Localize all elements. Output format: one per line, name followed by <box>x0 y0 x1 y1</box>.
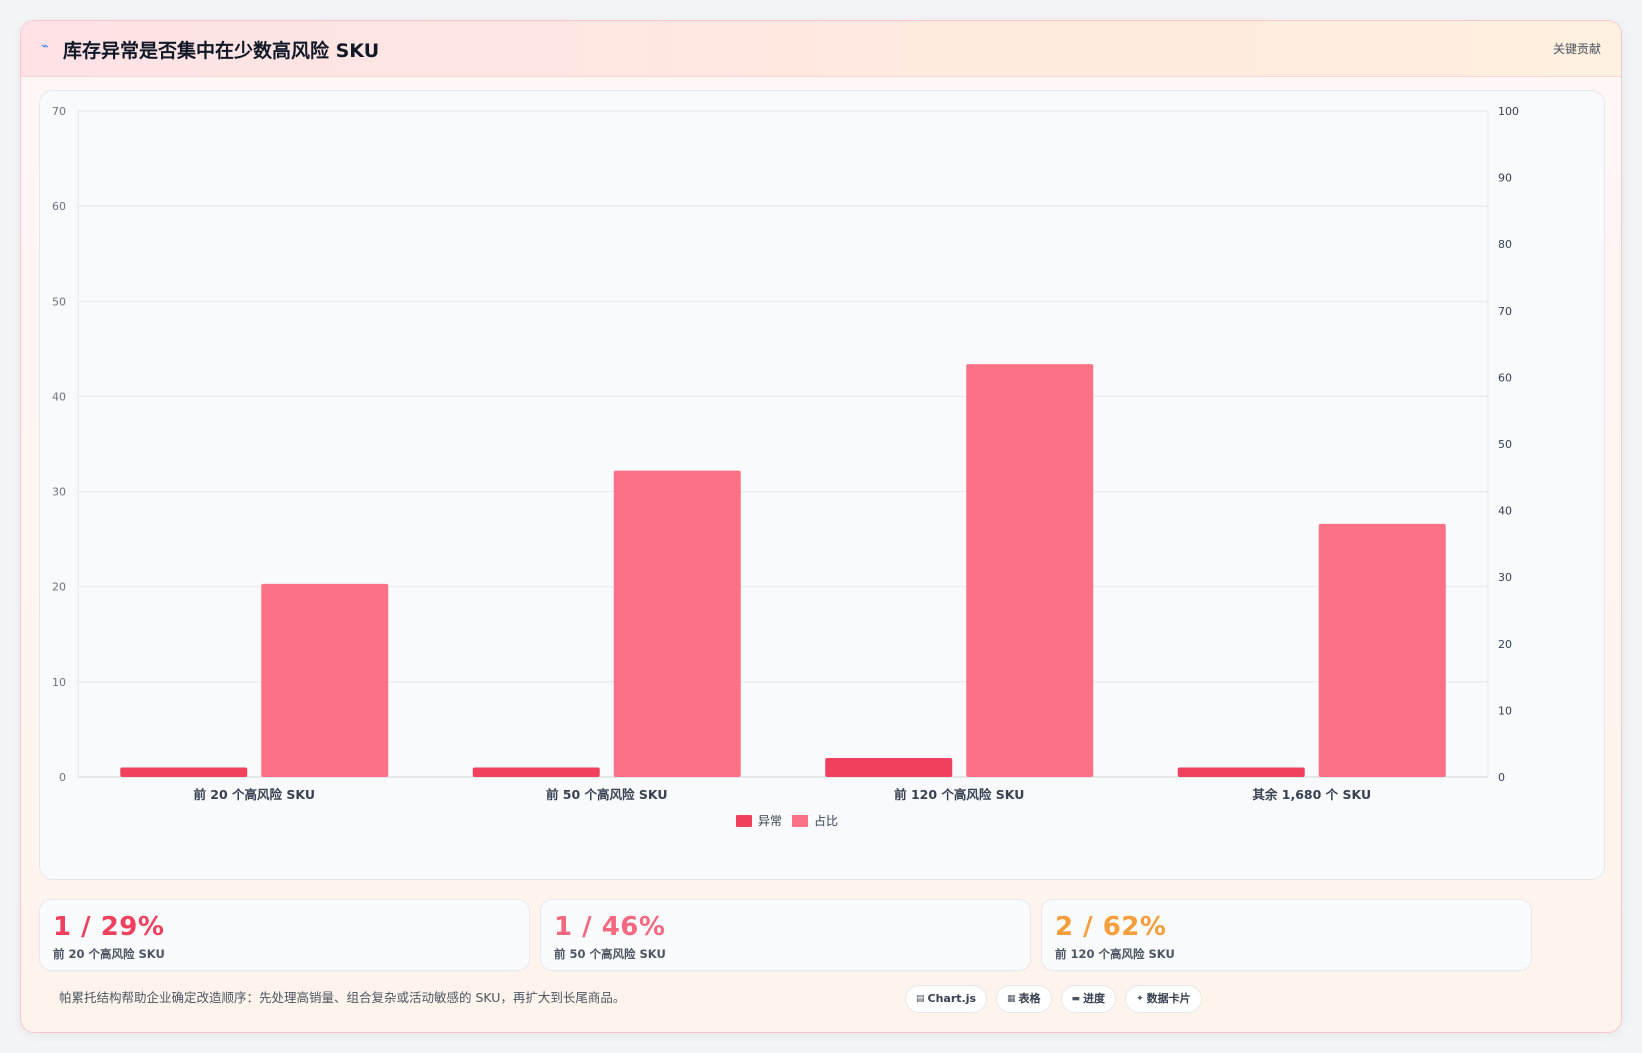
bar-anomaly <box>825 757 953 777</box>
data-card-icon: ✦ <box>1136 994 1144 1004</box>
stat-label: 前 50 个高风险 SKU <box>554 947 666 961</box>
trend-line-icon: ⌁ <box>41 39 49 54</box>
tag-table[interactable]: ▦ 表格 <box>996 985 1052 1013</box>
y-left-tick-label: 20 <box>52 581 66 594</box>
bar-anomaly <box>1177 767 1305 777</box>
y-right-tick-label: 60 <box>1498 371 1512 384</box>
y-left-tick-label: 10 <box>52 676 66 689</box>
legend-swatch-anomaly <box>736 815 752 827</box>
y-right-tick-label: 100 <box>1498 105 1519 118</box>
legend-label-anomaly: 异常 <box>758 814 782 828</box>
y-left-tick-label: 30 <box>52 486 66 499</box>
chart-panel: 0 10 20 30 40 50 60 70 0 10 20 30 40 50 60 70 80 90 100 前 2… <box>39 90 1605 880</box>
progress-icon: ▬ <box>1071 994 1081 1004</box>
y-right-tick-label: 80 <box>1498 238 1512 251</box>
y-right-tick-label: 0 <box>1498 771 1505 784</box>
tag-label: 表格 <box>1018 992 1041 1005</box>
y-right-tick-label: 50 <box>1498 438 1512 451</box>
bar-share <box>261 583 389 777</box>
header-right-label: 关键贡献 <box>1552 42 1601 56</box>
bar-anomaly <box>120 767 248 777</box>
stat-value: 1 / 29% <box>53 912 165 942</box>
y-right-tick-label: 20 <box>1498 638 1512 651</box>
x-tick-label: 其余 1,680 个 SKU <box>1252 787 1371 802</box>
bar-share <box>613 470 741 777</box>
legend-swatch-share <box>792 815 808 827</box>
stat-value: 1 / 46% <box>554 912 666 942</box>
bar-anomaly <box>472 767 600 777</box>
chart-card: ⌁ 库存异常是否集中在少数高风险 SKU 关键贡献 0 10 20 30 40 50 60 7… <box>20 20 1622 1033</box>
y-right-tick-label: 70 <box>1498 305 1512 318</box>
x-tick-label: 前 50 个高风险 SKU <box>546 787 668 802</box>
y-left-tick-label: 40 <box>52 390 66 403</box>
y-left-tick-label: 70 <box>52 105 66 118</box>
page-title: 库存异常是否集中在少数高风险 SKU <box>63 40 380 62</box>
tag-label: 数据卡片 <box>1146 992 1191 1005</box>
y-left-tick-label: 60 <box>52 200 66 213</box>
y-right-tick-label: 90 <box>1498 172 1512 185</box>
bar-share <box>1318 523 1446 777</box>
y-right-tick-label: 10 <box>1498 704 1512 717</box>
footer-note: 帕累托结构帮助企业确定改造顺序：先处理高销量、组合复杂或活动敏感的 SKU，再扩… <box>59 990 626 1005</box>
x-tick-label: 前 20 个高风险 SKU <box>193 787 315 802</box>
stat-value: 2 / 62% <box>1055 912 1167 942</box>
bar-chart: 0 10 20 30 40 50 60 70 0 10 20 30 40 50 60 70 80 90 100 前 2… <box>52 105 1519 828</box>
tag-label: 进度 <box>1083 992 1106 1005</box>
tag-data-card[interactable]: ✦ 数据卡片 <box>1125 985 1202 1013</box>
chart-icon: ▤ <box>916 994 925 1004</box>
stat-label: 前 120 个高风险 SKU <box>1055 947 1175 961</box>
card-header: ⌁ 库存异常是否集中在少数高风险 SKU 关键贡献 <box>21 21 1621 77</box>
stat-card-top120: 2 / 62% 前 120 个高风险 SKU <box>1041 899 1532 971</box>
tag-chartjs[interactable]: ▤ Chart.js <box>905 985 988 1013</box>
bar-share <box>966 364 1094 777</box>
y-left-tick-label: 50 <box>52 295 66 308</box>
tag-list: ▤ Chart.js ▦ 表格 ▬ 进度 ✦ 数据卡片 <box>905 985 1202 1013</box>
y-right-tick-label: 30 <box>1498 571 1512 584</box>
table-icon: ▦ <box>1007 994 1016 1004</box>
x-tick-label: 前 120 个高风险 SKU <box>894 787 1024 802</box>
stat-card-top50: 1 / 46% 前 50 个高风险 SKU <box>540 899 1031 971</box>
stat-label: 前 20 个高风险 SKU <box>53 947 165 961</box>
y-left-tick-label: 0 <box>59 771 66 784</box>
y-right-tick-label: 40 <box>1498 505 1512 518</box>
stat-card-top20: 1 / 29% 前 20 个高风险 SKU <box>39 899 530 971</box>
tag-label: Chart.js <box>927 992 977 1005</box>
tag-progress[interactable]: ▬ 进度 <box>1060 985 1117 1013</box>
legend-label-share: 占比 <box>814 813 838 828</box>
